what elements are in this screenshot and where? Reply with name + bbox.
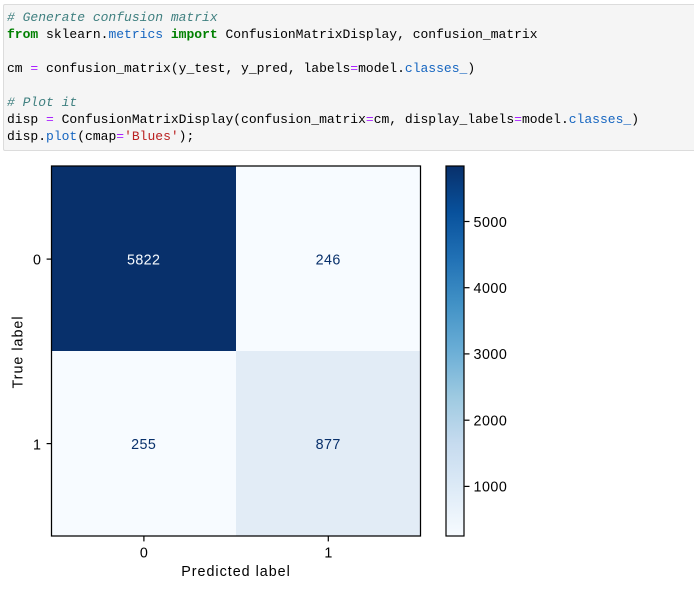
svg-text:1: 1 <box>33 437 41 453</box>
svg-text:3000: 3000 <box>474 347 508 363</box>
svg-text:877: 877 <box>316 437 341 453</box>
svg-text:0: 0 <box>33 253 41 269</box>
svg-text:1: 1 <box>324 545 332 561</box>
svg-text:4000: 4000 <box>474 281 508 297</box>
svg-text:255: 255 <box>131 437 156 453</box>
svg-text:0: 0 <box>140 545 148 561</box>
svg-text:5822: 5822 <box>127 252 160 268</box>
svg-text:5000: 5000 <box>474 215 508 231</box>
svg-text:Predicted label: Predicted label <box>181 564 291 580</box>
svg-text:1000: 1000 <box>474 480 508 496</box>
svg-text:246: 246 <box>316 252 341 268</box>
svg-text:True label: True label <box>11 315 27 388</box>
svg-text:2000: 2000 <box>474 414 508 430</box>
